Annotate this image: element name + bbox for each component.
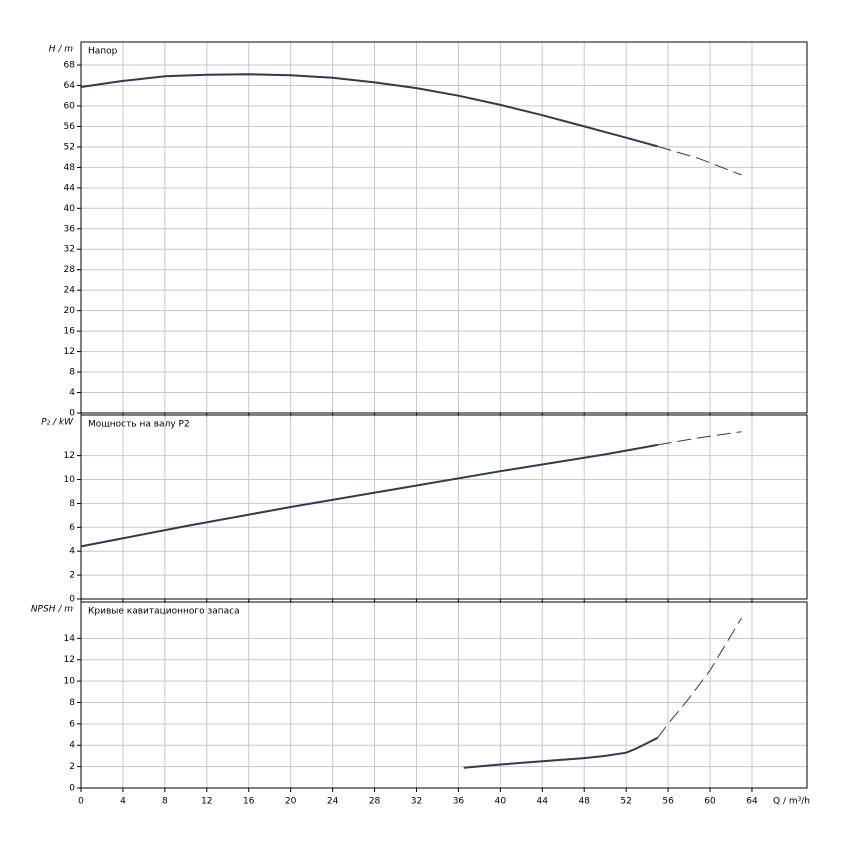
y-tick-label: 4 — [69, 547, 75, 557]
x-tick-label: 56 — [662, 797, 674, 807]
x-axis-label: Q / m³/h — [773, 797, 810, 807]
y-tick-label: 28 — [64, 265, 76, 275]
y-tick-label: 52 — [64, 142, 75, 152]
y-tick-label: 6 — [69, 719, 75, 729]
curve — [657, 617, 742, 739]
x-tick-label: 64 — [746, 797, 758, 807]
x-tick-label: 52 — [620, 797, 631, 807]
y-tick-label: 14 — [64, 634, 76, 644]
x-tick-label: 32 — [411, 797, 422, 807]
x-tick-label: 36 — [453, 797, 465, 807]
y-tick-label: 12 — [64, 347, 75, 357]
x-tick-label: 20 — [285, 797, 297, 807]
y-tick-label: 56 — [64, 122, 76, 132]
y-tick-label: 32 — [64, 245, 75, 255]
y-tick-label: 8 — [69, 698, 75, 708]
x-tick-label: 40 — [495, 797, 507, 807]
x-tick-label: 60 — [704, 797, 716, 807]
y-axis-label: NPSH / m — [31, 605, 73, 615]
x-tick-label: 16 — [243, 797, 255, 807]
y-tick-label: 10 — [64, 677, 76, 687]
panel-title: Напор — [88, 47, 118, 57]
y-tick-label: 8 — [69, 368, 75, 378]
y-tick-label: 64 — [64, 81, 76, 91]
y-tick-label: 36 — [64, 224, 76, 234]
x-tick-label: 0 — [78, 797, 84, 807]
y-tick-label: 12 — [64, 655, 75, 665]
curve — [80, 73, 658, 148]
y-tick-label: 68 — [64, 61, 76, 71]
y-tick-label: 8 — [69, 499, 75, 509]
y-tick-label: 2 — [69, 762, 75, 772]
x-tick-label: 44 — [537, 797, 549, 807]
y-tick-label: 12 — [64, 451, 75, 461]
y-tick-label: 10 — [64, 475, 76, 485]
y-tick-label: 44 — [64, 183, 76, 193]
y-tick-label: 2 — [69, 571, 75, 581]
y-tick-label: 4 — [69, 741, 75, 751]
curve — [80, 443, 658, 548]
y-tick-label: 24 — [64, 286, 76, 296]
x-tick-label: 28 — [369, 797, 381, 807]
curve — [463, 736, 659, 769]
x-tick-label: 24 — [327, 797, 339, 807]
y-tick-label: 4 — [69, 388, 75, 398]
y-tick-label: 0 — [69, 595, 75, 605]
y-tick-label: 6 — [69, 523, 75, 533]
plot-frame — [80, 601, 808, 789]
plot-frame — [80, 414, 808, 600]
plot-frame — [80, 41, 808, 414]
y-tick-label: 40 — [64, 204, 76, 214]
panel-title: Мощность на валу P2 — [88, 420, 190, 430]
y-tick-label: 0 — [69, 409, 75, 419]
x-tick-label: 48 — [578, 797, 590, 807]
curve — [657, 145, 742, 176]
curve — [657, 431, 742, 446]
y-axis-label: P₂ / kW — [41, 418, 74, 428]
y-tick-label: 48 — [64, 163, 76, 173]
y-tick-label: 20 — [64, 306, 76, 316]
x-tick-label: 4 — [120, 797, 126, 807]
panel-title: Кривые кавитационного запаса — [88, 607, 240, 617]
x-tick-label: 8 — [162, 797, 168, 807]
y-tick-label: 16 — [64, 327, 76, 337]
y-tick-label: 0 — [69, 784, 75, 794]
x-tick-label: 12 — [201, 797, 212, 807]
y-axis-label: H / m — [49, 45, 74, 55]
y-tick-label: 60 — [64, 101, 76, 111]
